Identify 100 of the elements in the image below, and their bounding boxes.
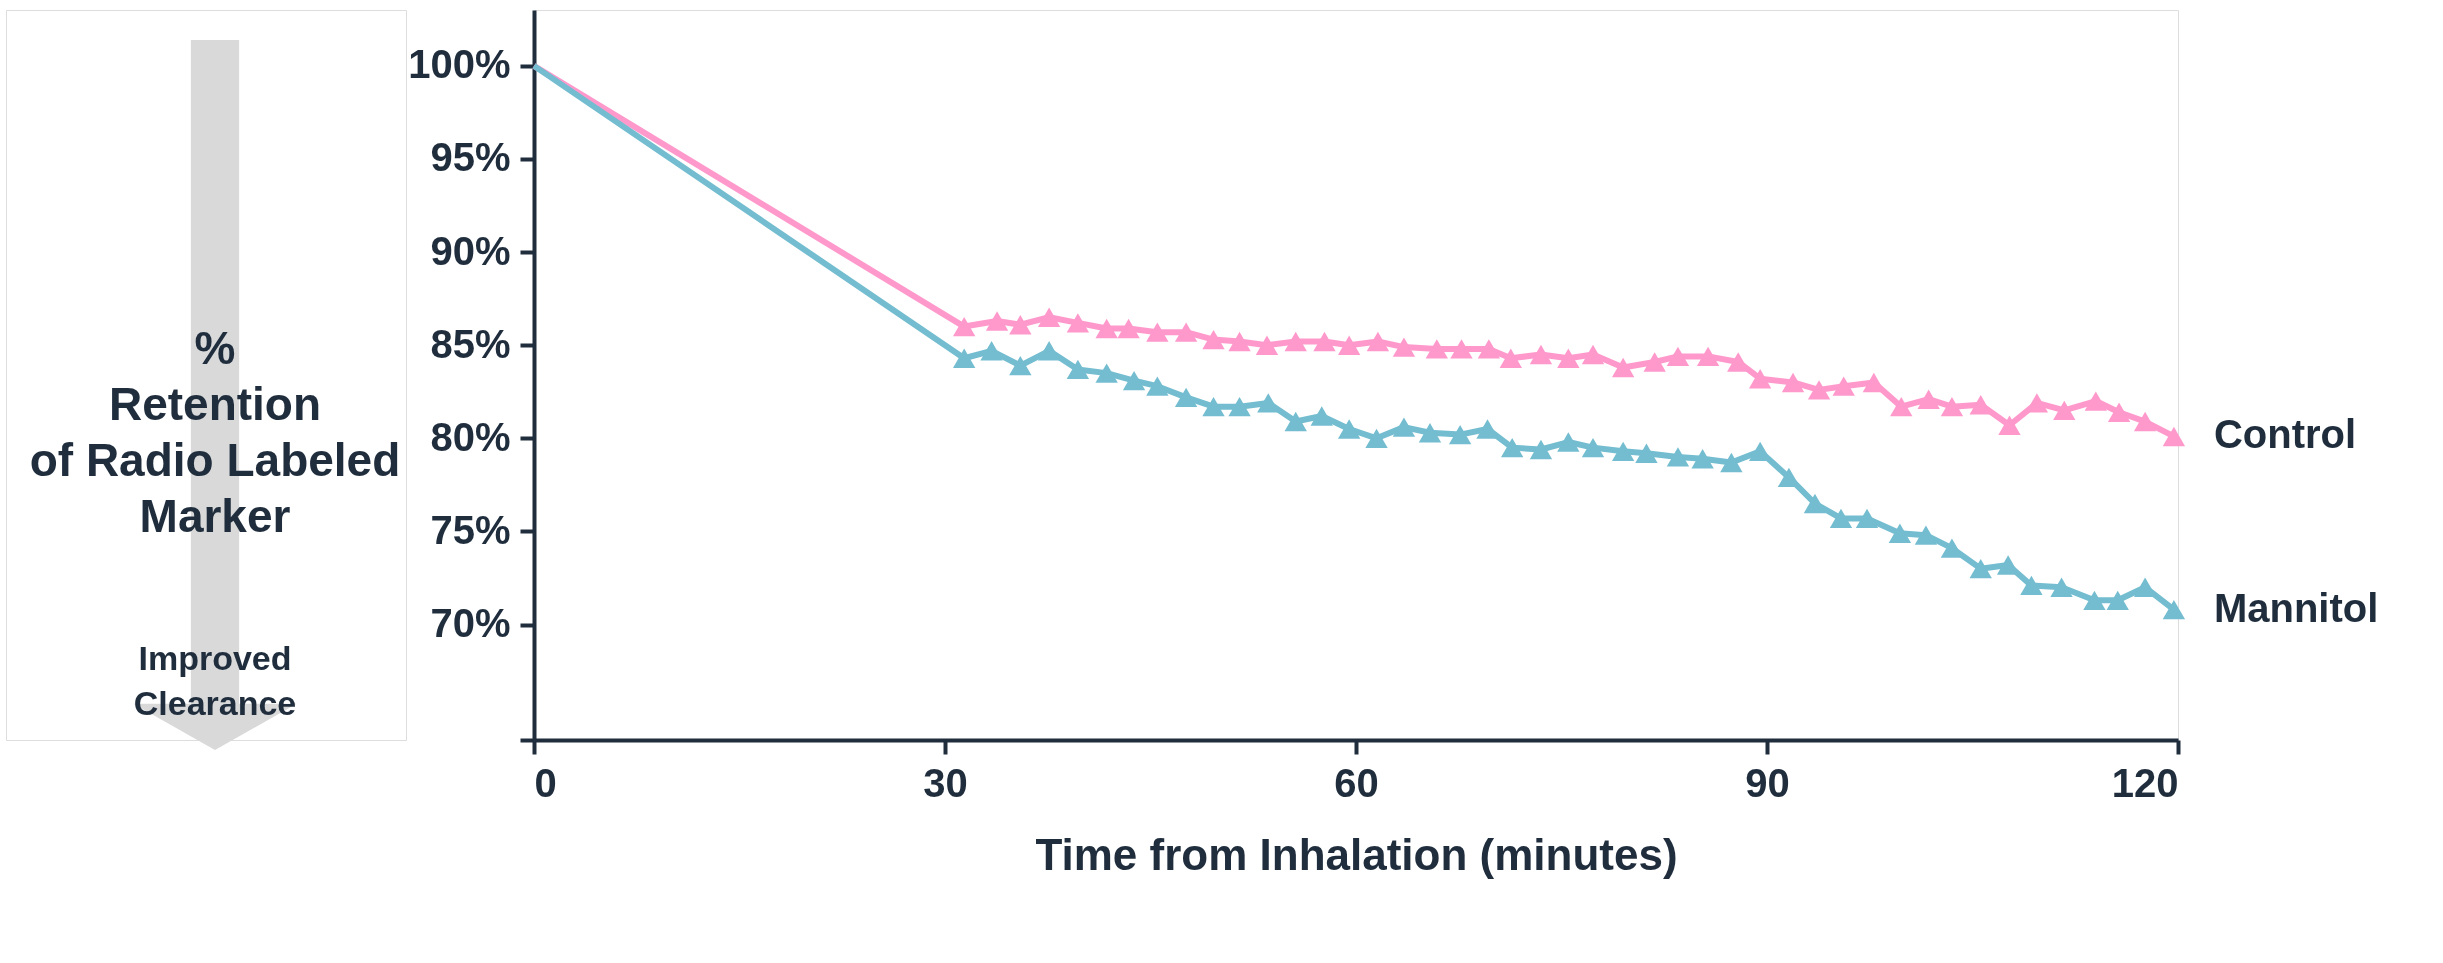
point	[1392, 337, 1416, 357]
point	[2053, 400, 2076, 421]
point	[1337, 419, 1361, 439]
point	[1666, 346, 1690, 367]
point	[2020, 575, 2043, 596]
point	[1635, 443, 1658, 463]
point	[1425, 339, 1449, 359]
x-tick-label: 30	[923, 760, 968, 805]
point	[1066, 313, 1090, 333]
point	[1146, 376, 1169, 396]
point	[1914, 525, 1938, 545]
y-tick-label: 100%	[408, 42, 511, 87]
point	[1476, 419, 1499, 439]
point	[1917, 389, 1940, 409]
point	[1803, 493, 1827, 514]
point	[1998, 415, 2021, 435]
point	[1448, 424, 1472, 445]
point	[1313, 331, 1336, 352]
point	[1581, 344, 1605, 365]
point	[1146, 322, 1169, 342]
point	[1255, 335, 1279, 355]
y-tick-label: 90%	[430, 228, 511, 273]
point	[1310, 406, 1333, 426]
series-label: Control	[2213, 412, 2357, 457]
point	[1450, 339, 1473, 359]
point	[1501, 437, 1524, 458]
point	[1337, 335, 1361, 355]
point	[2107, 402, 2131, 422]
point	[1781, 372, 1805, 393]
y-tick-label: 80%	[430, 414, 511, 459]
point	[1365, 428, 1388, 448]
x-tick-label: 0	[534, 760, 557, 805]
point	[1037, 341, 1061, 361]
point	[1066, 359, 1090, 380]
point	[2162, 599, 2186, 620]
x-axis-title: Time from Inhalation (minutes)	[1035, 829, 1678, 879]
point	[1257, 393, 1280, 413]
point	[1807, 380, 1831, 400]
point	[1499, 348, 1522, 368]
text: Improved Clearance	[133, 639, 297, 722]
point	[1748, 369, 1772, 389]
point	[980, 341, 1003, 361]
point	[1969, 558, 1992, 579]
point	[1174, 387, 1198, 408]
point	[1037, 307, 1061, 327]
point	[1643, 352, 1666, 372]
point	[1228, 331, 1251, 352]
point	[1529, 344, 1553, 365]
point	[1727, 352, 1750, 372]
point	[2084, 391, 2107, 411]
point	[1557, 432, 1580, 452]
series-label: Mannitol	[2213, 585, 2379, 630]
point	[1477, 339, 1501, 359]
point	[1202, 396, 1225, 417]
point	[1117, 318, 1140, 339]
point	[1009, 356, 1032, 376]
point	[1940, 396, 1964, 417]
point	[1009, 315, 1032, 335]
point	[1366, 331, 1390, 352]
y-tick-label: 85%	[430, 321, 511, 366]
point	[1666, 447, 1690, 467]
point	[1529, 439, 1553, 460]
point	[1174, 322, 1198, 342]
y-tick-label: 70%	[430, 601, 511, 646]
point	[1720, 452, 1743, 473]
point	[1855, 508, 1879, 529]
point	[1095, 363, 1118, 383]
point	[1691, 449, 1714, 469]
point	[1202, 329, 1225, 350]
y-axis-title: % Retention of Radio Labeled Marker	[29, 322, 401, 542]
point	[1122, 370, 1146, 391]
point	[1940, 538, 1964, 558]
point	[1095, 318, 1118, 339]
x-tick-label: 90	[1745, 760, 1790, 805]
point	[953, 316, 976, 337]
point	[1284, 331, 1307, 352]
point	[1418, 423, 1442, 443]
point	[1392, 417, 1416, 437]
point	[953, 348, 976, 368]
x-tick-label: 120	[2111, 760, 2179, 805]
point	[985, 311, 1009, 331]
point	[2106, 590, 2129, 611]
x-tick-label: 60	[1334, 760, 1379, 805]
point	[2133, 411, 2157, 432]
point	[2083, 590, 2106, 611]
point	[1888, 523, 1912, 543]
point	[1284, 411, 1307, 432]
point	[1969, 395, 1992, 415]
point	[1581, 437, 1605, 458]
point	[2050, 577, 2073, 597]
point	[1611, 441, 1635, 462]
point	[1829, 508, 1853, 529]
point	[1696, 346, 1720, 367]
point	[1228, 396, 1251, 417]
point	[1890, 396, 1913, 417]
y-tick-label: 75%	[430, 507, 511, 552]
point	[1832, 376, 1855, 396]
point	[2162, 426, 2186, 447]
point	[1611, 357, 1635, 378]
point	[1557, 348, 1580, 368]
